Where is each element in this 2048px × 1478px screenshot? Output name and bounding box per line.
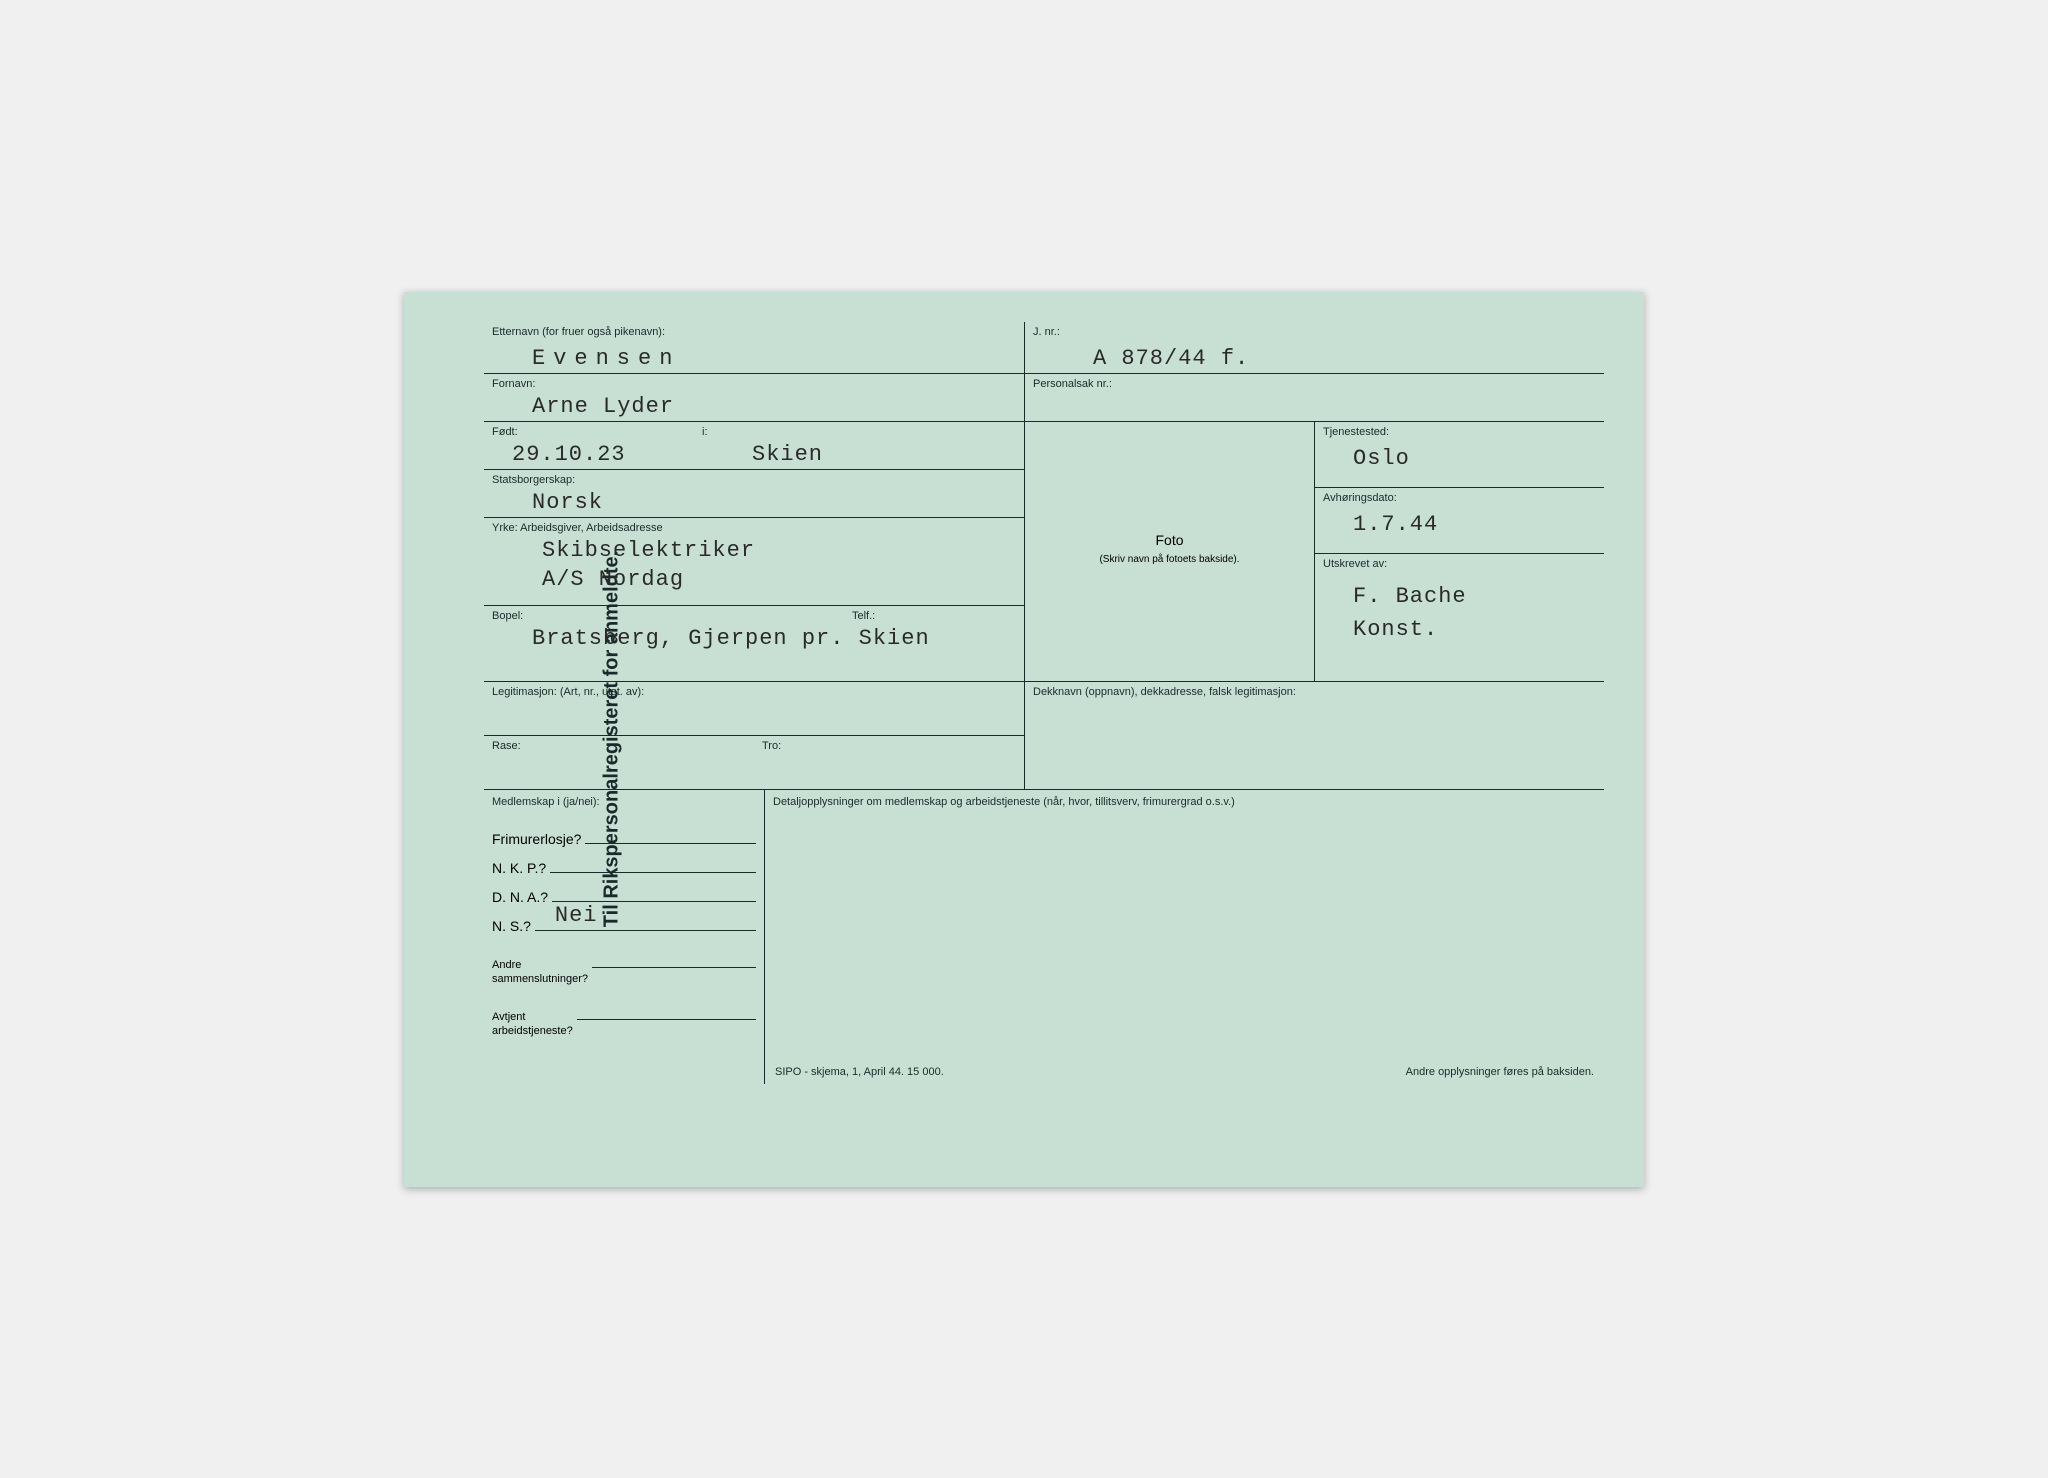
- membership-frimurer: Frimurerlosje?: [492, 826, 756, 847]
- label-utskrevet: Utskrevet av:: [1323, 558, 1596, 570]
- label-tjenestested: Tjenestested:: [1323, 426, 1596, 438]
- foto-box: Foto (Skriv navn på fotoets bakside).: [1024, 421, 1314, 681]
- value-yrke2: A/S Nordag: [492, 563, 1016, 592]
- label-fodt: Født:: [492, 426, 702, 438]
- label-telf: Telf.:: [852, 610, 875, 622]
- label-avhoringsdato: Avhøringsdato:: [1323, 492, 1596, 504]
- value-tjenestested: Oslo: [1323, 438, 1596, 471]
- label-tro: Tro:: [762, 740, 1016, 752]
- label-detalj: Detaljopplysninger om medlemskap og arbe…: [773, 796, 1596, 808]
- value-fodt-sted: Skien: [702, 438, 1016, 467]
- footer-andre-opp: Andre opplysninger føres på baksiden.: [1406, 1066, 1594, 1078]
- value-fornavn: Arne Lyder: [492, 390, 1016, 419]
- value-yrke1: Skibselektriker: [492, 534, 1016, 563]
- membership-avtjent: Avtjent arbeidstjeneste?: [492, 1002, 756, 1039]
- label-yrke: Yrke: Arbeidsgiver, Arbeidsadresse: [492, 522, 1016, 534]
- label-personalsak: Personalsak nr.:: [1033, 378, 1596, 390]
- label-fodt-i: i:: [702, 426, 1016, 438]
- value-etternavn: Evensen: [492, 338, 1016, 371]
- membership-ns: N. S.? Nei: [492, 913, 756, 934]
- value-bopel: Bratsberg, Gjerpen pr. Skien: [492, 622, 1016, 651]
- value-jnr: A 878/44 f.: [1033, 338, 1596, 371]
- label-bopel: Bopel:: [492, 610, 852, 622]
- label-legitimasjon: Legitimasjon: (Art, nr., utst. av):: [492, 686, 1016, 698]
- label-fornavn: Fornavn:: [492, 378, 1016, 390]
- label-etternavn: Etternavn (for fruer også pikenavn):: [492, 326, 1016, 338]
- value-utskrevet2: Konst.: [1323, 609, 1596, 642]
- label-foto-sub: (Skriv navn på fotoets bakside).: [1025, 554, 1314, 565]
- membership-nkp: N. K. P.?: [492, 855, 756, 876]
- value-fodt: 29.10.23: [492, 438, 702, 467]
- form-area: Etternavn (for fruer også pikenavn): Eve…: [484, 322, 1604, 1157]
- label-foto: Foto: [1025, 532, 1314, 548]
- value-utskrevet1: F. Bache: [1323, 570, 1596, 609]
- label-jnr: J. nr.:: [1033, 326, 1596, 338]
- value-statsborgerskap: Norsk: [492, 486, 1016, 515]
- footer-sipo: SIPO - skjema, 1, April 44. 15 000.: [775, 1066, 944, 1078]
- membership-andre: Andre sammenslutninger?: [492, 950, 756, 987]
- registry-card: Til Rikspersonalregisteret for anmeldte.…: [404, 292, 1644, 1187]
- value-avhoringsdato: 1.7.44: [1323, 504, 1596, 537]
- label-statsborgerskap: Statsborgerskap:: [492, 474, 1016, 486]
- label-rase: Rase:: [492, 740, 746, 752]
- label-dekknavn: Dekknavn (oppnavn), dekkadresse, falsk l…: [1033, 686, 1596, 698]
- value-ns: Nei: [555, 903, 598, 928]
- membership-dna: D. N. A.?: [492, 884, 756, 905]
- label-medlemskap: Medlemskap i (ja/nei):: [492, 796, 756, 808]
